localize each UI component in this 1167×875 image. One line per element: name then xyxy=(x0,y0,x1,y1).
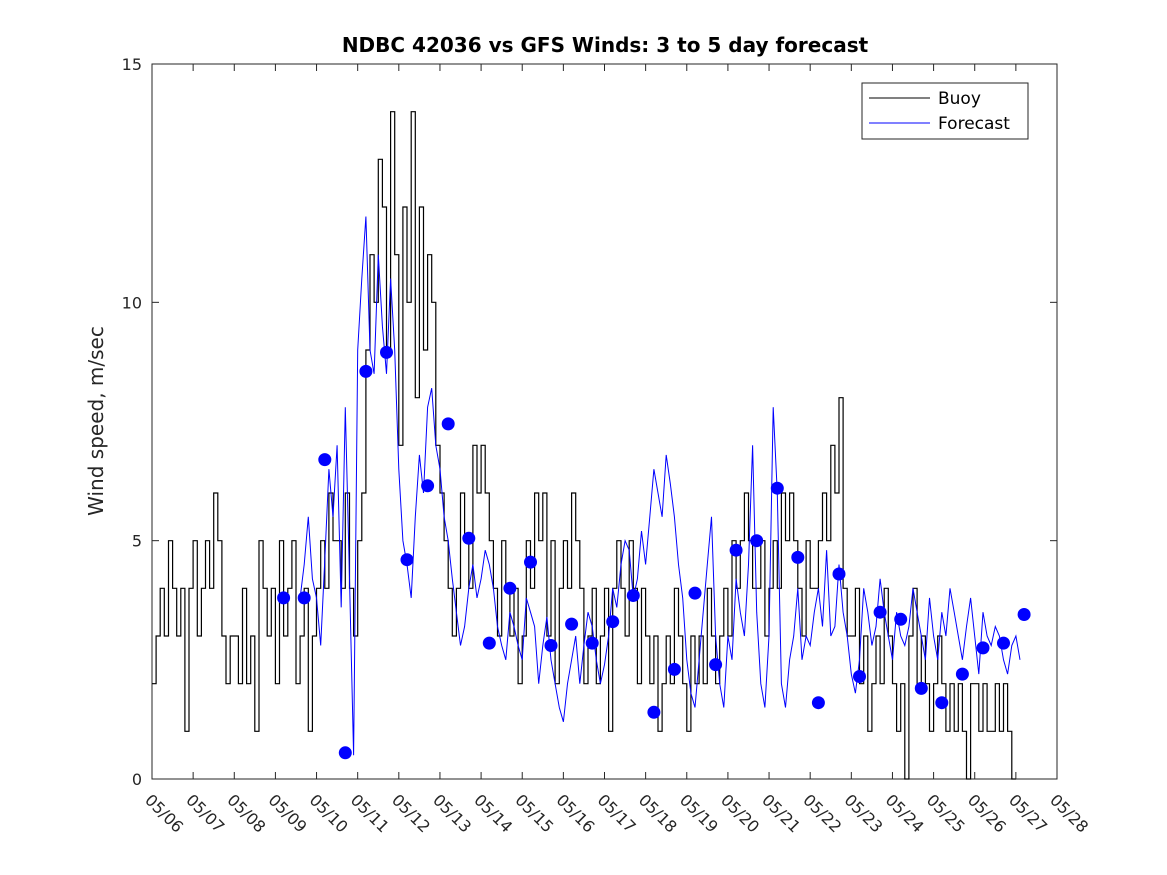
forecast-marker xyxy=(914,681,928,695)
forecast-marker xyxy=(626,589,640,602)
x-tick-label: 05/13 xyxy=(429,790,475,836)
forecast-markers xyxy=(277,345,1031,760)
x-tick-label: 05/22 xyxy=(799,790,845,836)
forecast-marker xyxy=(667,662,681,676)
forecast-marker xyxy=(297,591,311,605)
x-tick-label: 05/27 xyxy=(1005,790,1051,836)
x-tick-label: 05/07 xyxy=(182,790,228,836)
x-tick-label: 05/26 xyxy=(964,790,1010,836)
forecast-marker xyxy=(380,345,393,359)
x-tick-label: 05/14 xyxy=(470,790,516,836)
forecast-marker xyxy=(544,639,558,652)
forecast-marker xyxy=(894,612,908,626)
forecast-marker xyxy=(359,364,373,378)
forecast-marker xyxy=(585,636,599,650)
legend-box xyxy=(861,82,1029,140)
forecast-marker xyxy=(462,531,476,545)
x-tick-label: 05/18 xyxy=(635,790,681,836)
forecast-marker xyxy=(318,453,332,467)
x-tick-label: 05/23 xyxy=(840,790,886,836)
forecast-line xyxy=(299,216,1021,756)
axes-box xyxy=(151,63,1058,780)
y-axis-ticks: 0 5 10 15 xyxy=(122,55,1057,789)
legend-buoy-label: Buoy xyxy=(938,89,981,109)
forecast-marker xyxy=(853,670,866,683)
forecast-marker xyxy=(565,617,579,631)
x-tick-label: 05/16 xyxy=(553,790,599,836)
forecast-marker xyxy=(955,667,969,681)
legend: Buoy Forecast xyxy=(861,82,1029,140)
x-tick-label: 05/21 xyxy=(758,790,804,836)
x-tick-label: 05/06 xyxy=(141,790,187,836)
forecast-marker xyxy=(997,636,1010,650)
forecast-marker xyxy=(647,705,661,719)
y-tick-label: 15 xyxy=(122,55,142,74)
x-tick-label: 05/08 xyxy=(223,790,269,836)
forecast-marker xyxy=(709,658,723,672)
forecast-marker xyxy=(729,543,743,557)
x-tick-label: 05/28 xyxy=(1046,790,1092,836)
forecast-marker xyxy=(1017,608,1031,621)
x-tick-label: 05/09 xyxy=(265,790,311,836)
forecast-marker xyxy=(441,417,455,431)
forecast-marker xyxy=(503,581,517,595)
forecast-marker xyxy=(482,636,496,650)
forecast-marker xyxy=(832,567,846,581)
x-tick-label: 05/17 xyxy=(594,790,640,836)
forecast-series xyxy=(299,216,1021,756)
x-tick-label: 05/24 xyxy=(882,790,928,836)
buoy-line xyxy=(152,111,1016,780)
y-axis-label: Wind speed, m/sec xyxy=(84,326,108,516)
forecast-marker xyxy=(606,615,620,629)
y-tick-label: 10 xyxy=(122,293,142,312)
forecast-marker xyxy=(338,746,352,760)
forecast-marker xyxy=(811,696,825,710)
y-tick-label: 0 xyxy=(132,770,142,789)
forecast-marker xyxy=(770,481,784,495)
forecast-marker xyxy=(277,591,291,605)
forecast-marker xyxy=(688,586,702,600)
y-tick-label: 5 xyxy=(132,532,142,551)
forecast-marker xyxy=(791,550,805,564)
x-tick-label: 05/20 xyxy=(717,790,763,836)
forecast-marker xyxy=(935,696,949,710)
forecast-marker xyxy=(976,641,990,655)
forecast-marker xyxy=(873,605,887,619)
chart-title: NDBC 42036 vs GFS Winds: 3 to 5 day fore… xyxy=(342,33,869,57)
forecast-marker xyxy=(524,555,537,569)
forecast-marker xyxy=(400,553,414,567)
x-tick-label: 05/12 xyxy=(388,790,434,836)
buoy-series xyxy=(152,111,1016,780)
forecast-marker xyxy=(421,479,435,493)
x-tick-label: 05/11 xyxy=(347,790,393,836)
x-tick-label: 05/10 xyxy=(306,790,352,836)
x-tick-label: 05/15 xyxy=(511,790,557,836)
legend-forecast-label: Forecast xyxy=(938,114,1010,134)
x-tick-label: 05/19 xyxy=(676,790,722,836)
x-tick-label: 05/25 xyxy=(923,790,969,836)
forecast-marker xyxy=(750,534,764,548)
